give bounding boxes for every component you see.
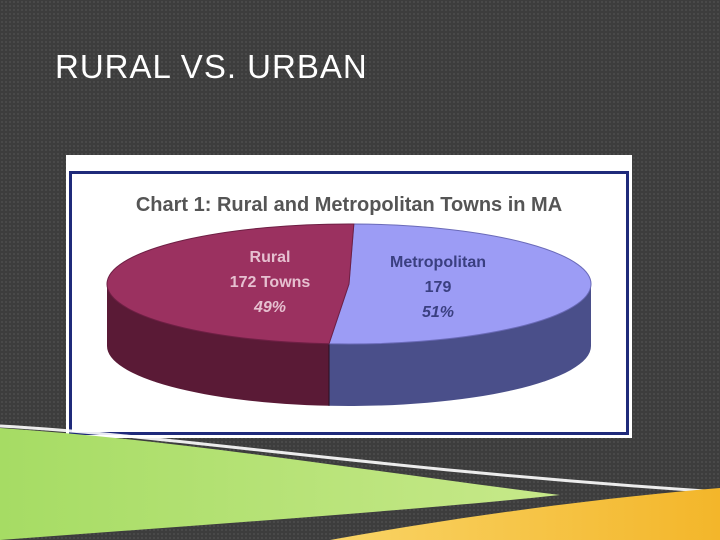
slide-title: RURAL VS. URBAN xyxy=(55,48,368,85)
pie-group xyxy=(106,223,592,406)
slice-top-metropolitan xyxy=(328,223,592,345)
white-swoosh-line xyxy=(0,424,720,494)
chart-title: Chart 1: Rural and Metropolitan Towns in… xyxy=(136,194,562,216)
green-swoosh xyxy=(0,428,560,540)
label-group: Rural 172 Towns 49% Metropolitan 179 51% xyxy=(230,249,486,321)
rural-count-label: 172 Towns xyxy=(230,274,311,291)
metropolitan-label: Metropolitan xyxy=(390,254,486,271)
chart-border: Chart 1: Rural and Metropolitan Towns in… xyxy=(69,171,629,435)
yellow-swoosh xyxy=(330,488,720,540)
rural-label: Rural xyxy=(250,249,291,266)
metropolitan-count-label: 179 xyxy=(425,279,452,296)
slice-side-rural xyxy=(107,284,330,406)
chart-frame: Chart 1: Rural and Metropolitan Towns in… xyxy=(66,155,632,438)
pie-chart: Chart 1: Rural and Metropolitan Towns in… xyxy=(106,194,592,406)
slice-side-metropolitan xyxy=(329,284,591,406)
rural-percent-label: 49% xyxy=(253,299,286,316)
slice-top-rural xyxy=(106,223,355,345)
metropolitan-percent-label: 51% xyxy=(422,304,454,321)
